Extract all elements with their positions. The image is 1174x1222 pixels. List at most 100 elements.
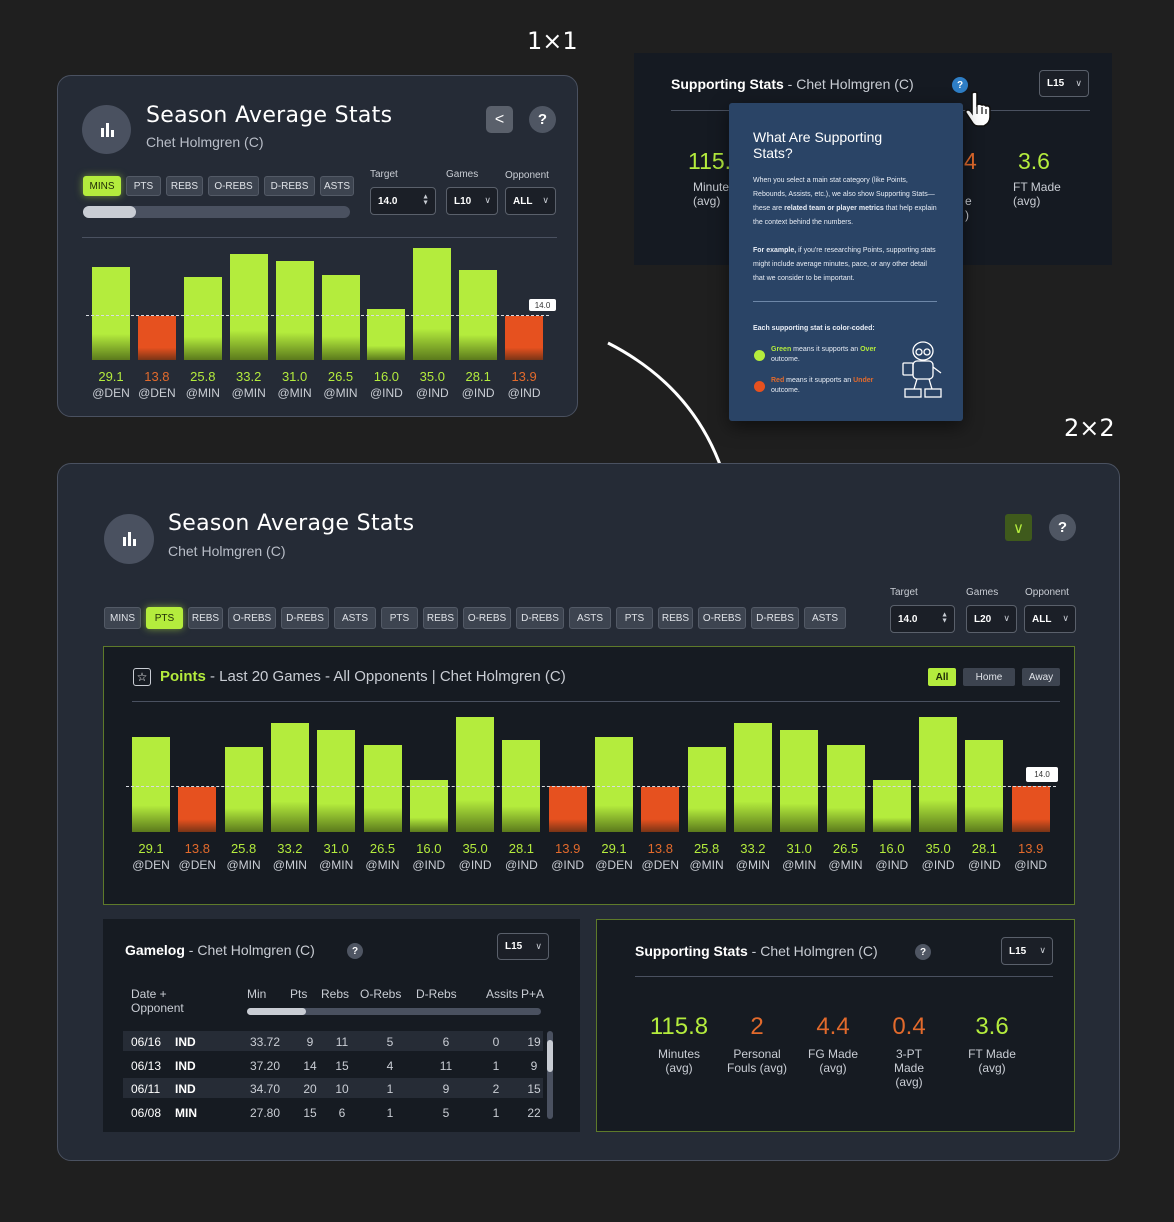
- bar-value-label: 13.8: [144, 369, 170, 384]
- stat-cell: 5: [386, 1035, 394, 1049]
- stat-chip-asts[interactable]: ASTS: [569, 607, 611, 629]
- stat-chip-pts[interactable]: PTS: [126, 176, 161, 196]
- gamelog-v-scrollbar-thumb[interactable]: [547, 1040, 553, 1072]
- target-line: [86, 315, 550, 317]
- divider: [635, 976, 1053, 977]
- collapse-button[interactable]: ∨: [1005, 514, 1032, 541]
- stat-value: 2: [750, 1013, 764, 1040]
- stat-chip-rebs[interactable]: REBS: [188, 607, 223, 629]
- bar-value-label: 33.2: [236, 369, 262, 384]
- chevron-down-icon: ∨: [484, 194, 491, 205]
- bar: [229, 253, 268, 360]
- stat-chip-d-rebs[interactable]: D-REBS: [751, 607, 799, 629]
- chevron-down-icon: ∨: [1062, 612, 1069, 623]
- stat-chip-o-rebs[interactable]: O-REBS: [463, 607, 511, 629]
- points-context: - Last 20 Games - All Opponents | Chet H…: [205, 668, 566, 685]
- stat-label: Made: [893, 1061, 925, 1075]
- stat-chip-mins[interactable]: MINS: [104, 607, 141, 629]
- star-icon[interactable]: ☆: [133, 668, 151, 686]
- stat-chip-rebs[interactable]: REBS: [166, 176, 203, 196]
- games-select[interactable]: L10 ∨: [446, 187, 498, 215]
- stat-chip-asts[interactable]: ASTS: [320, 176, 354, 196]
- bar-chart-icon: [82, 105, 131, 154]
- bar-opponent-label: @IND: [412, 858, 446, 872]
- bar-value-label: 16.0: [879, 841, 905, 856]
- target-stepper[interactable]: 14.0 ▲ ▼: [370, 187, 436, 215]
- bar: [132, 736, 170, 832]
- gamelog-h-scrollbar[interactable]: [247, 1008, 541, 1015]
- target-stepper[interactable]: 14.0 ▲ ▼: [890, 605, 955, 633]
- stat-label: Minutes: [657, 1047, 701, 1061]
- chip-scrollbar[interactable]: [83, 206, 350, 218]
- stat-value: 0.4: [892, 1013, 926, 1040]
- stat-sublabel: ): [965, 208, 969, 222]
- table-row[interactable]: 06/13 IND 37.20 14 15 4 11 1 9: [123, 1055, 543, 1075]
- table-row[interactable]: 06/16 IND 33.72 9 11 5 6 0 19: [123, 1031, 543, 1051]
- help-button[interactable]: ?: [1049, 514, 1076, 541]
- stat-cell: 19: [527, 1035, 541, 1049]
- back-button[interactable]: <: [486, 106, 513, 133]
- stat-chip-d-rebs[interactable]: D-REBS: [516, 607, 564, 629]
- bar-opponent-label: @IND: [504, 858, 538, 872]
- games-select[interactable]: L20 ∨: [966, 605, 1017, 633]
- bar-opponent-label: @DEN: [178, 858, 217, 872]
- tooltip-paragraph-1: When you select a main stat category (li…: [753, 177, 937, 226]
- bar-opponent-label: @MIN: [735, 858, 770, 872]
- stat-chip-asts[interactable]: ASTS: [804, 607, 846, 629]
- table-row[interactable]: 06/08 MIN 27.80 15 6 1 5 1 22: [123, 1102, 543, 1122]
- filter-all[interactable]: All: [928, 668, 956, 686]
- stat-chip-asts[interactable]: ASTS: [334, 607, 376, 629]
- range-select[interactable]: L15 ∨: [497, 933, 549, 960]
- stat-cell: 1: [386, 1105, 394, 1120]
- table-row[interactable]: 06/11 IND 34.70 20 10 1 9 2 15: [123, 1078, 543, 1098]
- gamelog-v-scrollbar[interactable]: [547, 1031, 553, 1119]
- gamelog-title: Gamelog: [125, 942, 185, 958]
- card-title: Season Average Stats: [168, 511, 415, 536]
- help-button[interactable]: ?: [529, 106, 556, 133]
- stat-cell: 2: [492, 1082, 500, 1096]
- stat-chip-d-rebs[interactable]: D-REBS: [264, 176, 315, 196]
- stat-chip-o-rebs[interactable]: O-REBS: [208, 176, 259, 196]
- stat-value: 3.6: [1018, 148, 1050, 174]
- help-icon-hovered[interactable]: ?: [952, 77, 968, 93]
- help-icon[interactable]: ?: [915, 944, 931, 960]
- bar-chart-icon: [104, 514, 154, 564]
- range-select[interactable]: L15 ∨: [1001, 937, 1053, 965]
- chevron-down-icon: ∨: [542, 194, 549, 205]
- stat-chip-pts[interactable]: PTS: [616, 607, 653, 629]
- stat-cell: 15: [335, 1058, 349, 1073]
- stat-chip-o-rebs[interactable]: O-REBS: [228, 607, 276, 629]
- stat-cell: 6: [442, 1035, 450, 1049]
- bar-opponent-label: @DEN: [595, 858, 633, 872]
- stat-chip-pts[interactable]: PTS: [146, 607, 183, 629]
- divider: [82, 237, 557, 238]
- date-cell: 06/16: [131, 1035, 162, 1049]
- bar: [224, 747, 263, 832]
- stat-chip-rebs[interactable]: REBS: [423, 607, 458, 629]
- chip-scrollbar-thumb[interactable]: [83, 206, 136, 218]
- gamelog-h-scrollbar-thumb[interactable]: [247, 1008, 306, 1015]
- filter-home[interactable]: Home: [963, 668, 1015, 686]
- chevron-down-icon: ∨: [1075, 77, 1082, 88]
- stat-chip-mins[interactable]: MINS: [83, 176, 121, 196]
- bar: [548, 786, 587, 832]
- stat-cell: 11: [335, 1035, 349, 1049]
- card-subtitle: Chet Holmgren (C): [146, 134, 264, 150]
- target-tag: 14.0: [1026, 767, 1058, 783]
- opponent-select[interactable]: ALL ∨: [1024, 605, 1076, 633]
- opponent-label: Opponent: [505, 170, 549, 181]
- stat-value: 3.6: [975, 1013, 1009, 1040]
- bar-value-label: 31.0: [323, 841, 349, 856]
- stat-chip-pts[interactable]: PTS: [381, 607, 418, 629]
- stat-chip-o-rebs[interactable]: O-REBS: [698, 607, 746, 629]
- stat-sublabel: (avg): [693, 194, 721, 208]
- stat-chip-rebs[interactable]: REBS: [658, 607, 693, 629]
- stat-cell: 33.72: [249, 1035, 281, 1049]
- opponent-select[interactable]: ALL ∨: [505, 187, 556, 215]
- stat-chip-d-rebs[interactable]: D-REBS: [281, 607, 329, 629]
- range-select[interactable]: L15 ∨: [1039, 70, 1089, 97]
- help-icon[interactable]: ?: [347, 943, 363, 959]
- filter-away[interactable]: Away: [1022, 668, 1060, 686]
- column-header: O-Rebs: [360, 987, 402, 1001]
- bar-value-label: 25.8: [190, 369, 216, 384]
